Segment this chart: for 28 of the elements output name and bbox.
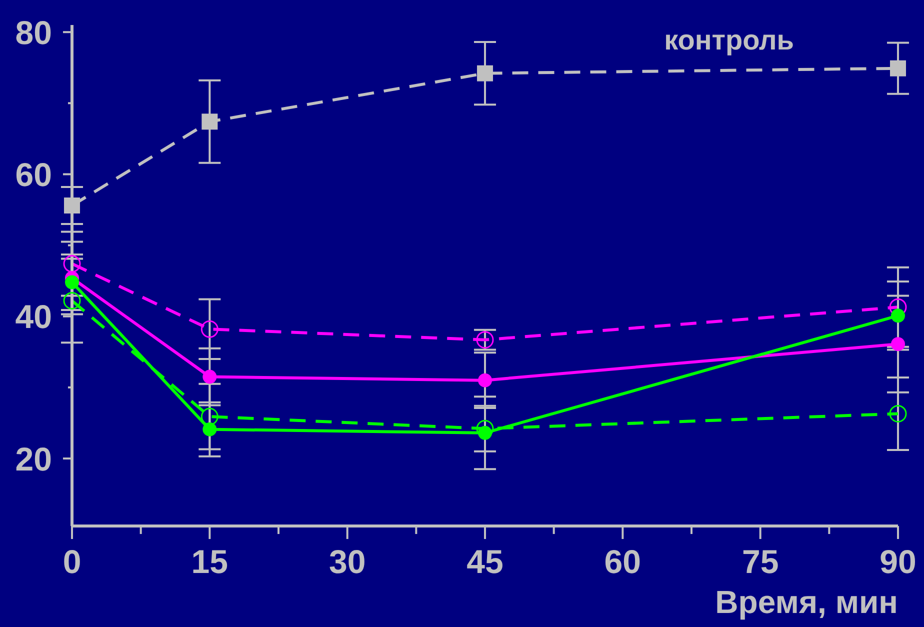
point: [65, 275, 79, 290]
x-tick-label: 60: [604, 543, 642, 580]
point: [891, 308, 905, 323]
y-tick-label: 80: [15, 14, 52, 51]
point: [891, 337, 905, 352]
x-tick-label: 30: [328, 543, 366, 580]
point: [63, 255, 81, 273]
point: [63, 292, 81, 310]
y-tick-label: 60: [15, 156, 52, 194]
y-tick-label: 40: [15, 298, 52, 336]
point: [200, 408, 218, 426]
point: [202, 114, 218, 130]
x-tick-label: 75: [742, 543, 779, 580]
x-tick-label: 15: [191, 543, 228, 580]
series-label: контроль: [664, 24, 794, 56]
point: [200, 320, 218, 338]
y-tick-label: 20: [15, 440, 52, 478]
x-axis-title: Время, мин: [715, 584, 898, 620]
point: [477, 65, 493, 82]
point: [889, 404, 907, 422]
point: [64, 198, 80, 214]
x-tick-label: 90: [880, 543, 916, 580]
x-tick-label: 0: [62, 543, 82, 580]
point: [478, 373, 492, 388]
x-tick-label: 45: [466, 543, 504, 580]
point: [202, 370, 217, 384]
point: [202, 422, 217, 436]
point: [890, 60, 906, 76]
